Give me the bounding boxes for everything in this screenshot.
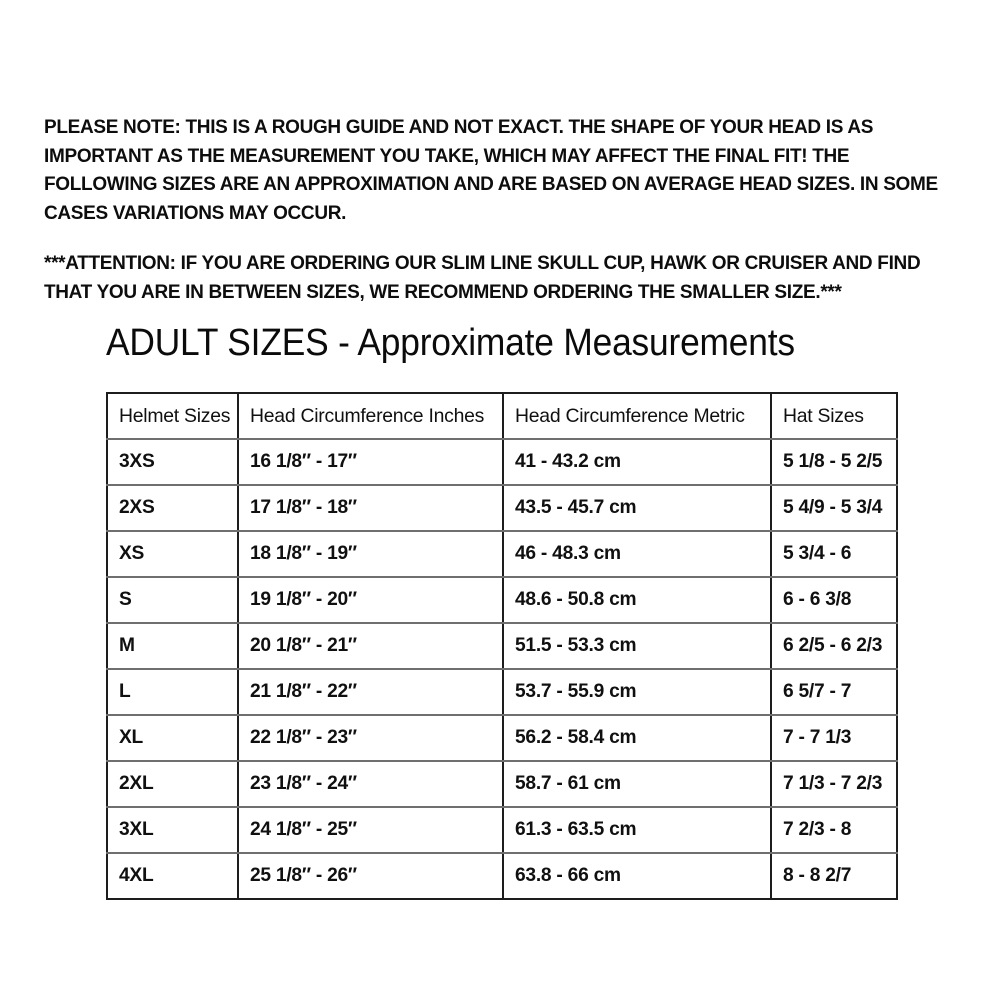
cell-helmet-size: 3XS — [107, 439, 238, 486]
cell-helmet-size: XS — [107, 531, 238, 578]
notice-paragraph-attention: ***ATTENTION: IF YOU ARE ORDERING OUR SL… — [44, 253, 921, 303]
cell-hat-size: 5 3/4 - 6 — [770, 531, 897, 578]
table-header-row: Helmet Sizes Head Circumference Inches H… — [107, 393, 897, 440]
cell-head-circumference-metric: 46 - 48.3 cm — [502, 531, 771, 578]
cell-hat-size: 5 1/8 - 5 2/5 — [770, 439, 897, 486]
cell-hat-size: 7 - 7 1/3 — [770, 715, 897, 762]
column-header-head-circumference-metric: Head Circumference Metric — [502, 393, 771, 440]
cell-head-circumference-inches: 25 1/8″ - 26″ — [237, 853, 503, 899]
table-row: 2XS 17 1/8″ - 18″ 43.5 - 45.7 cm 5 4/9 - 5 … — [107, 485, 897, 532]
cell-head-circumference-metric: 48.6 - 50.8 cm — [502, 577, 771, 624]
cell-head-circumference-metric: 61.3 - 63.5 cm — [502, 807, 771, 854]
cell-helmet-size: 2XL — [107, 761, 238, 808]
cell-head-circumference-metric: 41 - 43.2 cm — [502, 439, 771, 486]
cell-head-circumference-inches: 20 1/8″ - 21″ — [237, 623, 503, 670]
cell-hat-size: 7 2/3 - 8 — [770, 807, 897, 854]
cell-head-circumference-metric: 58.7 - 61 cm — [502, 761, 771, 808]
cell-head-circumference-inches: 24 1/8″ - 25″ — [237, 807, 503, 854]
table-row: M 20 1/8″ - 21″ 51.5 - 53.3 cm 6 2/5 - 6 2/… — [107, 623, 897, 670]
notice-paragraph-general: PLEASE NOTE: THIS IS A ROUGH GUIDE AND N… — [44, 117, 938, 224]
cell-helmet-size: S — [107, 577, 238, 624]
cell-hat-size: 6 - 6 3/8 — [770, 577, 897, 624]
table-row: 3XS 16 1/8″ - 17″ 41 - 43.2 cm 5 1/8 - 5 2/… — [107, 439, 897, 486]
cell-head-circumference-metric: 51.5 - 53.3 cm — [502, 623, 771, 670]
cell-head-circumference-inches: 18 1/8″ - 19″ — [237, 531, 503, 578]
cell-hat-size: 7 1/3 - 7 2/3 — [770, 761, 897, 808]
cell-head-circumference-inches: 23 1/8″ - 24″ — [237, 761, 503, 808]
column-header-helmet-sizes: Helmet Sizes — [107, 393, 238, 440]
table-row: 3XL 24 1/8″ - 25″ 61.3 - 63.5 cm 7 2/3 - 8 — [107, 807, 897, 854]
cell-helmet-size: 3XL — [107, 807, 238, 854]
cell-head-circumference-metric: 43.5 - 45.7 cm — [502, 485, 771, 532]
table-row: XL 22 1/8″ - 23″ 56.2 - 58.4 cm 7 - 7 1/3 — [107, 715, 897, 762]
table-row: S 19 1/8″ - 20″ 48.6 - 50.8 cm 6 - 6 3/8 — [107, 577, 897, 624]
cell-helmet-size: XL — [107, 715, 238, 762]
table-body: 3XS 16 1/8″ - 17″ 41 - 43.2 cm 5 1/8 - 5 2/… — [107, 439, 897, 899]
table-row: XS 18 1/8″ - 19″ 46 - 48.3 cm 5 3/4 - 6 — [107, 531, 897, 578]
table-header: Helmet Sizes Head Circumference Inches H… — [107, 393, 897, 440]
table-row: 4XL 25 1/8″ - 26″ 63.8 - 66 cm 8 - 8 2/7 — [107, 853, 897, 899]
size-table-container: Helmet Sizes Head Circumference Inches H… — [106, 392, 898, 900]
cell-hat-size: 5 4/9 - 5 3/4 — [770, 485, 897, 532]
cell-helmet-size: 4XL — [119, 865, 154, 886]
cell-head-circumference-metric: 53.7 - 55.9 cm — [502, 669, 771, 716]
cell-head-circumference-inches: 17 1/8″ - 18″ — [237, 485, 503, 532]
cell-helmet-size: M — [107, 623, 238, 670]
page-title: ADULT SIZES - Approximate Measurements — [106, 322, 795, 364]
cell-helmet-size: 2XS — [107, 485, 238, 532]
cell-hat-size: 6 5/7 - 7 — [770, 669, 897, 716]
notice-block: PLEASE NOTE: THIS IS A ROUGH GUIDE AND N… — [44, 114, 959, 307]
column-header-head-circumference-inches: Head Circumference Inches — [237, 393, 503, 440]
cell-head-circumference-inches: 16 1/8″ - 17″ — [237, 439, 503, 486]
cell-head-circumference-inches: 21 1/8″ - 22″ — [237, 669, 503, 716]
cell-head-circumference-metric: 56.2 - 58.4 cm — [502, 715, 771, 762]
cell-head-circumference-inches: 19 1/8″ - 20″ — [237, 577, 503, 624]
table-row: L 21 1/8″ - 22″ 53.7 - 55.9 cm 6 5/7 - 7 — [107, 669, 897, 716]
adult-size-table: Helmet Sizes Head Circumference Inches H… — [106, 392, 898, 900]
cell-hat-size: 6 2/5 - 6 2/3 — [770, 623, 897, 670]
cell-helmet-size: L — [107, 669, 238, 716]
cell-head-circumference-metric: 63.8 - 66 cm — [502, 853, 771, 899]
table-row: 2XL 23 1/8″ - 24″ 58.7 - 61 cm 7 1/3 - 7 2/… — [107, 761, 897, 808]
cell-hat-size: 8 - 8 2/7 — [770, 853, 897, 899]
column-header-hat-sizes: Hat Sizes — [770, 393, 897, 440]
cell-head-circumference-inches: 22 1/8″ - 23″ — [237, 715, 503, 762]
